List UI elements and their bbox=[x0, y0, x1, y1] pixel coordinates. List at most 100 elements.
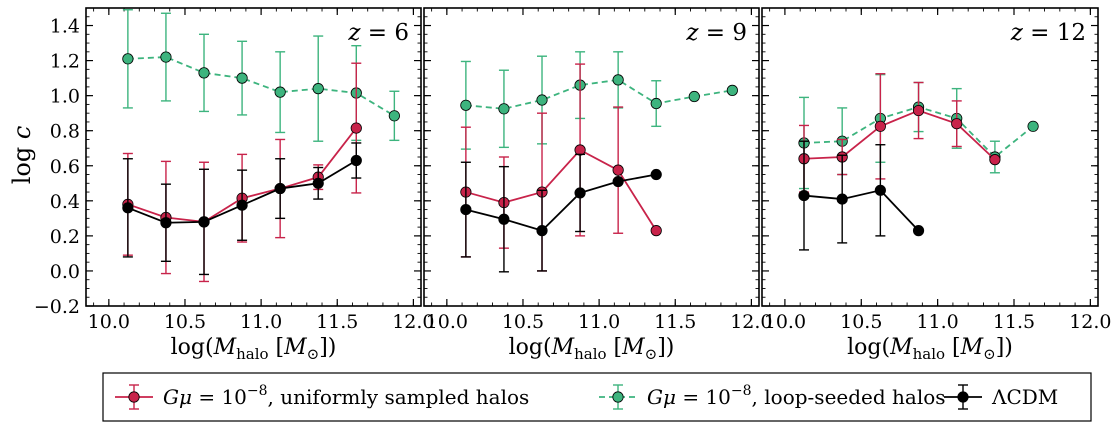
y-tick-label: 1.4 bbox=[50, 16, 80, 38]
data-point bbox=[874, 184, 886, 196]
x-label-sun: ⊙ bbox=[307, 345, 320, 363]
x-label-var2: M bbox=[960, 335, 984, 360]
legend-exp: −8 bbox=[247, 383, 268, 399]
legend-item-lcdm: ΛCDM bbox=[944, 384, 1058, 410]
data-point bbox=[198, 67, 210, 79]
panels: −0.2 0.0 0.2 0.4 0.6 0.8 1.0 1.2 1.4 10.0 10.5 11.0… bbox=[34, 7, 1111, 363]
y-label-var: c bbox=[8, 126, 36, 139]
legend-item-uniform: Gμ = 10−8, uniformly sampled halos bbox=[115, 383, 529, 410]
legend-label-text: ΛCDM bbox=[991, 385, 1058, 409]
y-tick-label: 0.2 bbox=[50, 226, 80, 248]
series-lcdm bbox=[122, 142, 362, 276]
y-tick-label: −0.2 bbox=[34, 296, 80, 318]
series-loop bbox=[122, 9, 400, 142]
x-axis-label: log(Mhalo [M⊙]) bbox=[847, 335, 1013, 363]
x-label-close: ]) bbox=[319, 335, 336, 360]
data-point bbox=[951, 118, 963, 130]
panel-frame bbox=[761, 7, 1099, 307]
x-label-sun: ⊙ bbox=[645, 345, 658, 363]
legend-suffix: , loop-seeded halos bbox=[752, 385, 946, 409]
panel-label-value: = 12 bbox=[1023, 20, 1086, 46]
x-label-var: M bbox=[889, 335, 913, 360]
x-label-sub: halo bbox=[574, 345, 606, 363]
data-point bbox=[836, 193, 848, 205]
x-axis-label: log(Mhalo [M⊙]) bbox=[509, 335, 675, 363]
data-point bbox=[536, 225, 548, 237]
data-point bbox=[388, 110, 400, 122]
legend-exp: −8 bbox=[731, 383, 752, 399]
legend-eq: = 10 bbox=[192, 385, 247, 409]
data-point bbox=[160, 217, 172, 229]
x-tick-label: 10.5 bbox=[164, 311, 206, 333]
data-point bbox=[798, 189, 810, 202]
legend: Gμ = 10−8, uniformly sampled halos Gμ = 1… bbox=[102, 372, 1092, 422]
x-tick-label: 10.0 bbox=[88, 311, 130, 333]
y-tick-label: 0.6 bbox=[50, 156, 80, 178]
data-point bbox=[650, 225, 662, 237]
legend-marker bbox=[612, 391, 624, 403]
panel-label-var: z bbox=[347, 20, 361, 46]
x-tick-label: 11.0 bbox=[578, 311, 620, 333]
data-point bbox=[574, 144, 586, 156]
panel-redshift-label: z = 9 bbox=[685, 20, 747, 46]
x-tick-label: 12.0 bbox=[1069, 311, 1111, 333]
legend-item-loop: Gμ = 10−8, loop-seeded halos bbox=[599, 383, 946, 410]
x-tick-label: 11.5 bbox=[993, 311, 1035, 333]
x-label-prefix: log( bbox=[847, 335, 890, 360]
data-point bbox=[612, 175, 624, 188]
data-point bbox=[574, 187, 586, 199]
data-point bbox=[122, 53, 134, 65]
x-tick-label: 10.0 bbox=[764, 311, 806, 333]
x-label-close: ]) bbox=[657, 335, 674, 360]
x-label-open: [ bbox=[269, 335, 285, 360]
data-point bbox=[498, 103, 510, 115]
y-tick-label: 0.0 bbox=[50, 261, 80, 283]
x-label-var: M bbox=[213, 335, 237, 360]
data-point bbox=[874, 120, 886, 132]
x-label-open: [ bbox=[607, 335, 623, 360]
data-point bbox=[726, 84, 738, 96]
legend-box bbox=[102, 372, 1092, 422]
data-point bbox=[650, 168, 662, 181]
panel-redshift-label: z = 12 bbox=[1010, 20, 1086, 46]
data-point bbox=[274, 86, 286, 98]
data-point bbox=[122, 202, 134, 214]
x-label-sub: halo bbox=[236, 345, 268, 363]
x-label-open: [ bbox=[945, 335, 961, 360]
series-line bbox=[465, 173, 657, 232]
y-axis-label: log c bbox=[8, 126, 36, 185]
x-tick-label: 12.0 bbox=[730, 311, 772, 333]
panel-data bbox=[122, 9, 400, 283]
y-tick-label: 1.0 bbox=[50, 86, 80, 108]
x-axis-label: log(Mhalo [M⊙]) bbox=[171, 335, 337, 363]
legend-label: Gμ = 10−8, uniformly sampled halos bbox=[163, 383, 529, 409]
x-tick-label: 10.0 bbox=[426, 311, 468, 333]
legend-label: Gμ = 10−8, loop-seeded halos bbox=[647, 383, 946, 409]
panel-label-value: = 6 bbox=[360, 20, 409, 46]
legend-g: G bbox=[163, 385, 179, 409]
panel-label-var: z bbox=[1010, 20, 1024, 46]
data-point bbox=[1027, 120, 1039, 132]
x-label-sub: halo bbox=[913, 345, 945, 363]
data-point bbox=[312, 177, 324, 189]
x-label-var: M bbox=[551, 335, 575, 360]
data-point bbox=[350, 154, 362, 167]
data-point bbox=[350, 122, 362, 134]
panel-frame bbox=[85, 7, 422, 307]
x-tick-label: 12.0 bbox=[392, 311, 434, 333]
y-tick-label: 1.2 bbox=[50, 51, 80, 73]
series-line bbox=[465, 78, 733, 110]
x-label-prefix: log( bbox=[171, 335, 214, 360]
data-point bbox=[198, 216, 210, 228]
data-point bbox=[236, 72, 248, 84]
series-lcdm bbox=[460, 153, 662, 273]
data-point bbox=[160, 51, 172, 63]
data-point bbox=[612, 74, 624, 86]
legend-mu: μ bbox=[663, 385, 676, 409]
x-tick-label: 11.5 bbox=[654, 311, 696, 333]
series-loop bbox=[460, 51, 738, 150]
legend-marker bbox=[957, 391, 969, 403]
